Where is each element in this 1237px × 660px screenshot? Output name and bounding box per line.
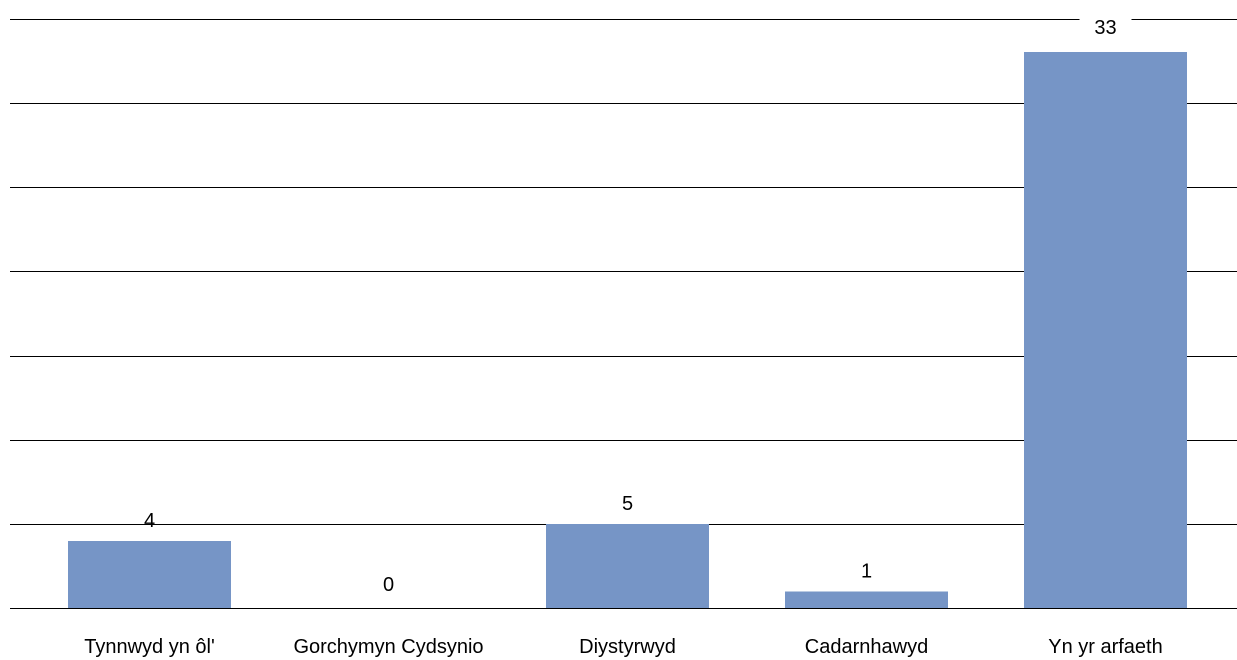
category-labels: Tynnwyd yn ôl' Gorchymyn Cydsynio Diystyrw… — [84, 636, 1163, 658]
data-label-0: 4 — [144, 510, 155, 532]
data-label-3: 1 — [861, 561, 872, 583]
category-label-2: Diystyrwyd — [579, 636, 676, 658]
category-label-3: Cadarnhawyd — [805, 636, 928, 658]
bars — [68, 52, 1187, 609]
bar-3 — [785, 591, 948, 609]
category-label-4: Yn yr arfaeth — [1048, 636, 1163, 658]
bar-0 — [68, 541, 231, 609]
category-label-0: Tynnwyd yn ôl' — [84, 636, 215, 658]
gridlines — [10, 19, 1237, 525]
data-label-1: 0 — [383, 574, 394, 596]
bar-2 — [546, 524, 709, 609]
category-label-1: Gorchymyn Cydsynio — [293, 636, 483, 658]
bar-4 — [1024, 52, 1187, 609]
data-label-2: 5 — [622, 493, 633, 515]
data-label-4: 33 — [1094, 17, 1116, 39]
data-labels: 4 0 5 1 33 — [144, 14, 1132, 596]
data-label-background-4 — [1079, 14, 1132, 40]
